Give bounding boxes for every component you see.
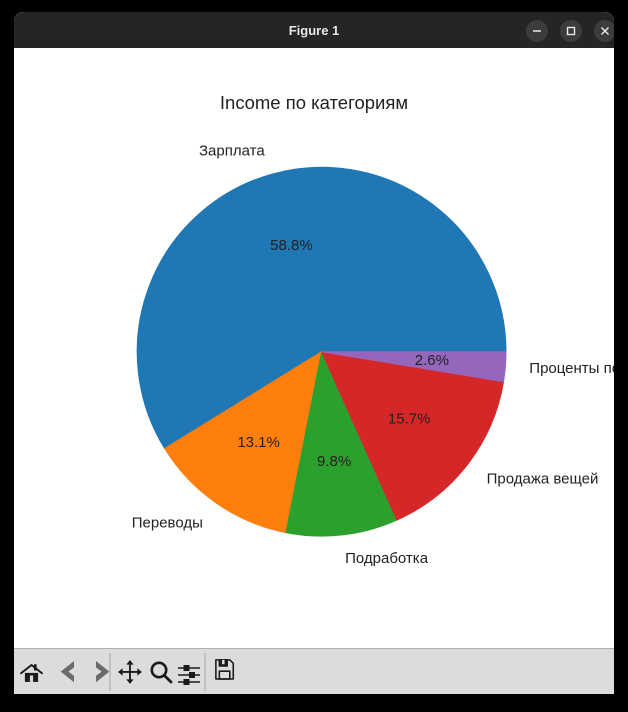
svg-text:Подработка: Подработка [345,550,429,567]
svg-text:15.7%: 15.7% [388,411,431,428]
svg-text:Продажа вещей: Продажа вещей [487,470,599,487]
svg-text:Проценты по вкладам: Проценты по вкладам [529,360,614,377]
svg-text:Переводы: Переводы [132,514,203,531]
svg-text:9.8%: 9.8% [317,453,351,470]
svg-text:2.6%: 2.6% [415,352,449,369]
svg-text:Зарплата: Зарплата [199,143,265,160]
svg-text:13.1%: 13.1% [237,434,280,451]
svg-text:58.8%: 58.8% [270,237,313,254]
